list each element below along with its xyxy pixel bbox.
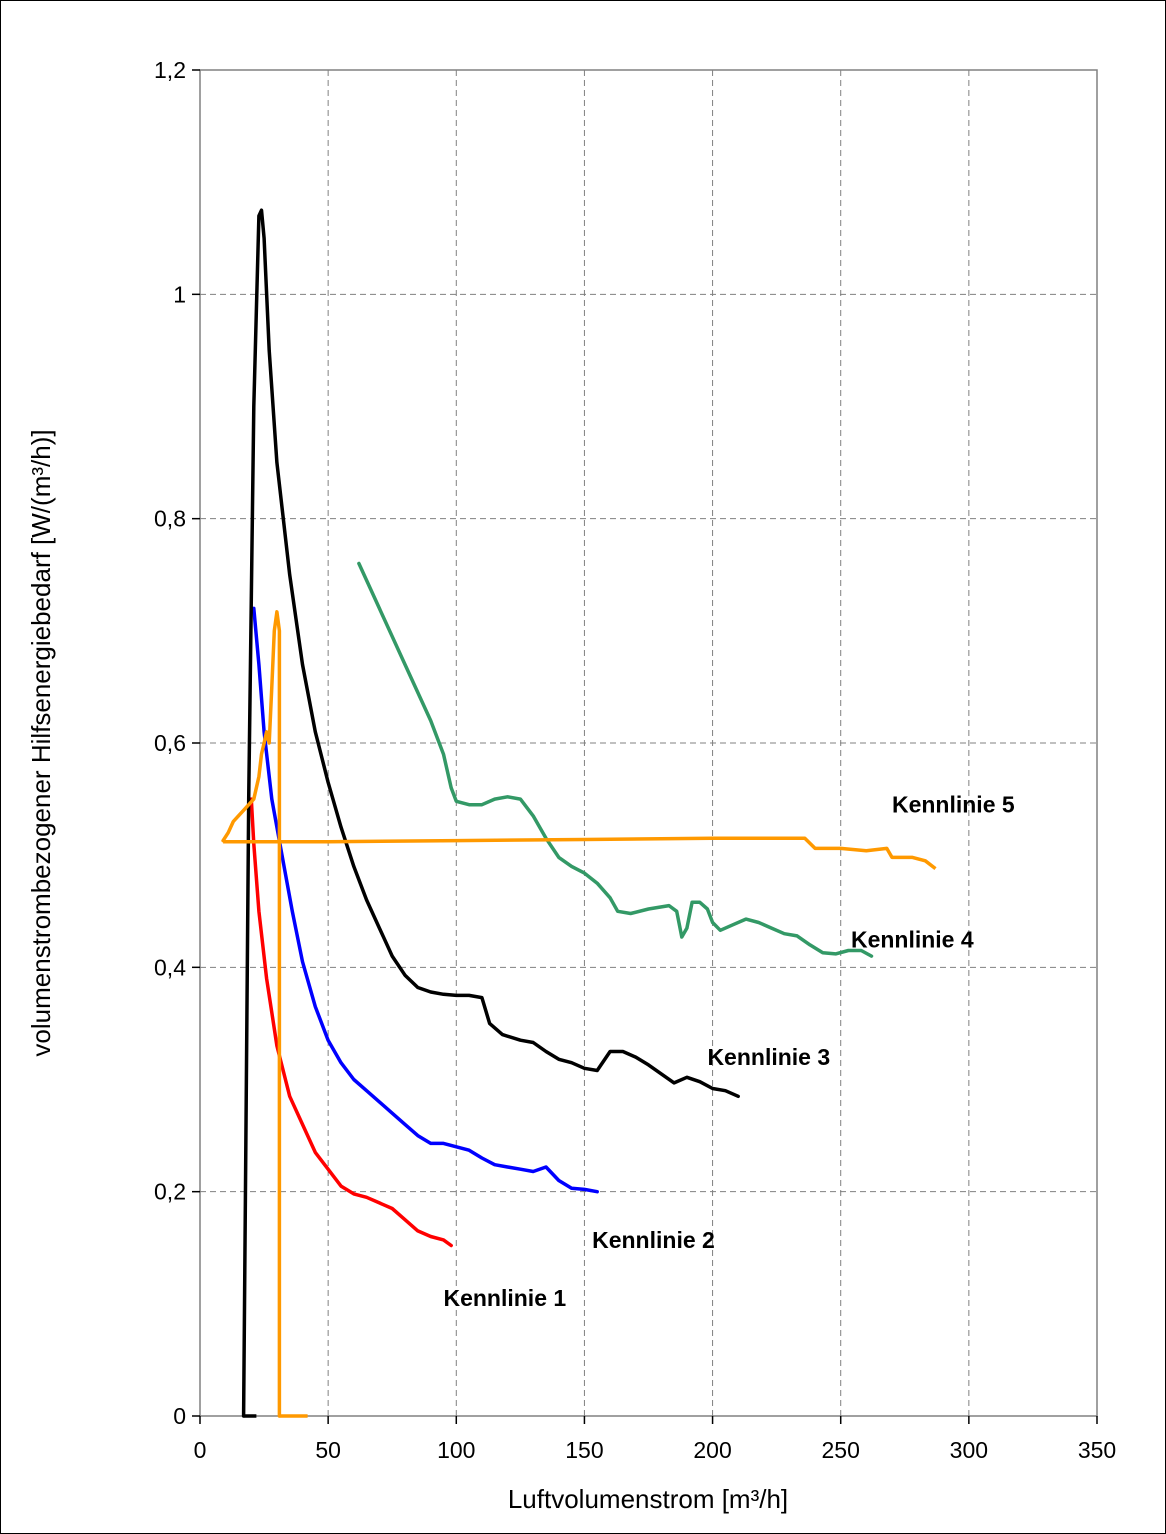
tick-marks: [192, 69, 1098, 1424]
kennlinie-5-label: Kennlinie 5: [892, 792, 1015, 818]
x-axis-title: Luftvolumenstrom [m³/h]: [508, 1484, 788, 1514]
tick-labels: 0 50 100 150 200 250 300 350 0 0,2 0,4 0,6 0,8 1 1,2: [154, 57, 1116, 1463]
kennlinie-3-line: [241, 208, 740, 1418]
kennlinie-5-flat-line: [223, 836, 937, 870]
y-tick-label: 0,6: [154, 730, 186, 756]
kennlinie-1-line: [249, 797, 453, 1248]
x-tick-label: 350: [1078, 1437, 1116, 1463]
kennlinie-1-label: Kennlinie 1: [443, 1285, 566, 1311]
x-tick-label: 0: [194, 1437, 207, 1463]
kennlinie-4-label: Kennlinie 4: [851, 926, 974, 952]
kennlinie-2-label: Kennlinie 2: [592, 1227, 715, 1253]
x-tick-label: 200: [693, 1437, 731, 1463]
y-tick-label: 1,2: [154, 57, 186, 83]
series-labels: Kennlinie 1 Kennlinie 2 Kennlinie 3 Kennlin…: [443, 792, 1014, 1312]
x-tick-label: 300: [950, 1437, 988, 1463]
kennlinie-3-label: Kennlinie 3: [707, 1044, 830, 1070]
x-tick-label: 100: [437, 1437, 475, 1463]
x-tick-label: 50: [315, 1437, 341, 1463]
series-lines: [221, 208, 937, 1418]
kennlinie-5-line: [221, 610, 282, 1418]
kennlinie-4-line: [357, 561, 874, 958]
y-axis-title: volumenstrombezogener Hilfsenergiebedarf…: [26, 429, 56, 1056]
y-tick-label: 1: [173, 281, 186, 307]
grid: [200, 70, 1097, 1416]
y-tick-label: 0,2: [154, 1179, 186, 1205]
x-tick-label: 250: [822, 1437, 860, 1463]
y-tick-label: 0: [173, 1403, 186, 1429]
kennlinie-2-line: [252, 606, 599, 1194]
x-tick-label: 150: [565, 1437, 603, 1463]
y-tick-label: 0,8: [154, 506, 186, 532]
y-tick-label: 0,4: [154, 954, 186, 980]
